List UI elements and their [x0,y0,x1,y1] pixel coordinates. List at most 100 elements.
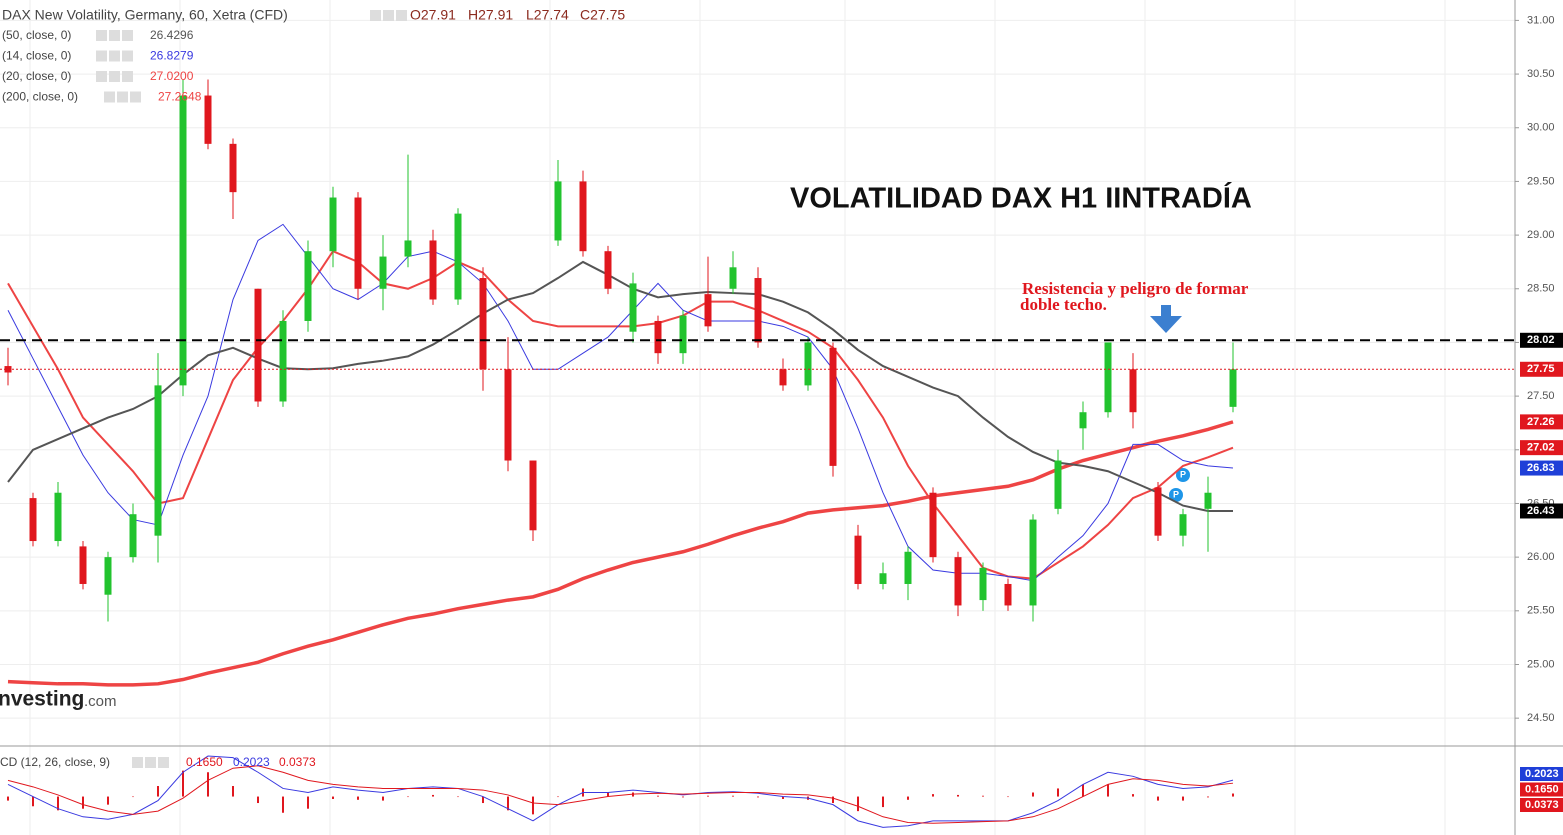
y-tick-label: 26.00 [1527,551,1555,563]
candle-body [1054,460,1062,509]
y-tick-label: 29.00 [1527,229,1555,241]
price-tag [1520,361,1563,377]
logo-suffix: .com [84,693,117,710]
hist-bar [7,796,9,801]
candle-body [679,315,687,354]
candle-body [829,347,837,466]
ma-line [7,420,1234,687]
candle-body [579,181,587,252]
candle-body [479,278,487,370]
candle-body [404,240,412,257]
price-tag-label: 26.83 [1527,462,1555,474]
macd-tag-label: 0.2023 [1525,768,1559,780]
candle-body [1129,369,1137,413]
hist-bar [532,796,534,815]
candle-body [904,551,912,584]
macd-tag [1520,782,1563,797]
hist-bar [557,796,559,798]
y-tick-label: 29.50 [1527,175,1555,187]
icon [130,91,141,103]
icon [122,30,133,41]
candle-body [379,256,387,289]
hist-bar [1107,784,1109,797]
candle-body [879,573,887,584]
hist-bar [32,796,34,807]
p-markers: P P [1169,468,1190,502]
hist-bar [107,796,109,805]
candle-body [454,213,462,300]
hist-bar [657,795,659,797]
candle-body [929,492,937,558]
hist-bar [1132,794,1134,797]
legend-name: (50, close, 0) [2,28,71,42]
hist-bar [957,794,959,797]
candle-body [1229,369,1237,407]
icon [96,50,107,62]
hist-bar [707,795,709,797]
icon [145,757,156,768]
candle-body [779,369,787,386]
ma-line [7,249,1234,580]
note: Resistencia y peligro de formar [1022,279,1249,298]
icon [109,71,120,82]
y-tick-label: 30.00 [1527,122,1555,134]
y-tick-label: 24.50 [1527,712,1555,724]
ma-line [7,223,1234,582]
candle-body [329,197,337,252]
y-tick-label: 30.50 [1527,68,1555,80]
hist-bar [307,796,309,809]
candle-body [629,283,637,332]
hist-bar [482,796,484,804]
legend-value: 26.4296 [150,28,194,42]
candle-body [129,514,137,558]
macd-line [7,765,1234,824]
price-tag-label: 27.75 [1527,363,1555,375]
icon [132,757,143,768]
macd-legend-value: 0.0373 [279,755,316,769]
hist-bar [1007,796,1009,798]
price-tag [1520,503,1563,519]
y-tick-label: 28.50 [1527,283,1555,295]
candle-body [854,535,862,584]
icon [122,50,133,62]
macd-tag [1520,767,1563,781]
hist-bar [607,792,609,797]
legend-name: (200, close, 0) [2,90,78,104]
candle-body [29,498,37,542]
y-tick-label: 25.50 [1527,605,1555,617]
legend-value: 27.0200 [150,69,194,83]
candle-body [554,181,562,241]
hist-bar [832,796,834,804]
arrow [1150,305,1182,333]
icon [122,71,133,82]
hist-bar [882,796,884,808]
hist-bar [1082,784,1084,797]
candle-body [1204,492,1212,509]
price-tag-label: 27.02 [1527,442,1555,454]
macd-title: CD (12, 26, close, 9) [0,755,110,769]
hist-bar [457,796,459,798]
hist-bar [257,796,259,804]
ohlc-header: C27.75 [580,7,625,23]
candle-body [279,320,287,402]
hist-bar [1182,796,1184,801]
y-tick-label: 27.50 [1527,390,1555,402]
hist-bar [682,796,684,798]
hist-bar [1207,796,1209,798]
candle-body [529,460,537,531]
ma-line [7,260,1233,512]
macd-legend-value: 0.2023 [233,755,270,769]
icon [117,91,128,103]
hist-bar [982,795,984,797]
candle-body [654,320,662,354]
candle-body [204,95,212,144]
annotation: VOLATILIDAD DAX H1 IINTRADÍA [790,181,1252,215]
price-tag [1520,332,1563,348]
icon [158,757,169,768]
hist-bar [332,796,334,799]
hist-bar [1157,796,1159,801]
legend-name: (20, close, 0) [2,69,71,83]
macd-line [7,755,1234,828]
candle-body [729,267,737,289]
